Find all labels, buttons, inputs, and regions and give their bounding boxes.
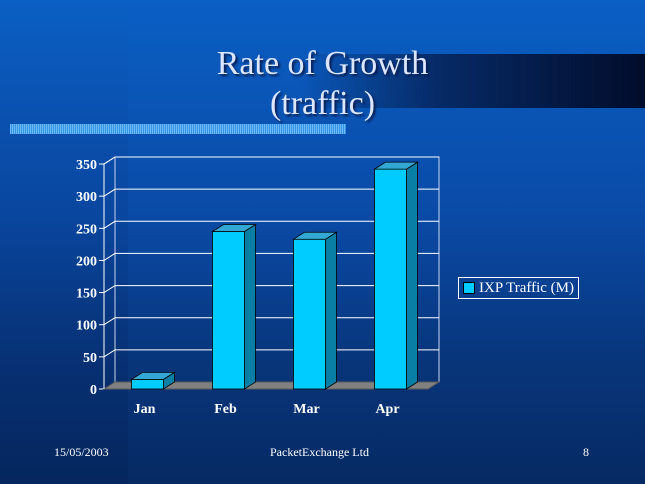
bar-top xyxy=(211,224,257,232)
left-shade-band xyxy=(0,0,128,484)
x-tick-label: Jan xyxy=(134,402,156,417)
gridline xyxy=(103,188,439,197)
gridline xyxy=(103,220,439,229)
y-tick-label: 350 xyxy=(76,158,97,173)
legend-label: IXP Traffic (M) xyxy=(479,280,575,296)
y-axis-top xyxy=(103,156,116,165)
bar-top xyxy=(373,161,419,170)
y-tick-label: 150 xyxy=(76,287,97,302)
x-tick-label: Mar xyxy=(293,402,319,417)
x-tick-label: Apr xyxy=(375,402,399,417)
y-tick-label: 50 xyxy=(83,351,97,366)
dotted-stripe-decoration xyxy=(10,124,346,134)
bar xyxy=(374,168,407,390)
footer-date: 15/05/2003 xyxy=(54,445,109,459)
slide-title-line-1: Rate of Growth xyxy=(216,45,429,82)
y-tick-label: 300 xyxy=(76,190,97,205)
bar-side xyxy=(244,223,256,390)
bar-side xyxy=(325,231,337,390)
legend-swatch xyxy=(463,281,475,294)
y-tick-label: 100 xyxy=(76,319,97,334)
chart-legend: IXP Traffic (M) xyxy=(458,277,580,299)
x-tick-label: Feb xyxy=(214,402,237,417)
title-bar-decoration xyxy=(300,54,645,108)
bar xyxy=(293,238,326,390)
bar xyxy=(212,231,245,390)
bar-top xyxy=(130,371,176,380)
slide-title-line-2: (traffic) xyxy=(269,85,376,122)
bar xyxy=(131,378,164,390)
slide-title: Rate of Growth (traffic) xyxy=(145,44,500,124)
bar-top xyxy=(292,231,338,240)
y-tick-label: 200 xyxy=(76,254,97,269)
y-tick-label: 250 xyxy=(76,222,97,237)
footer-company: PacketExchange Ltd xyxy=(270,445,369,459)
y-tick-label: 0 xyxy=(90,383,97,398)
bar-side xyxy=(406,161,418,390)
footer-page-number: 8 xyxy=(583,445,589,459)
